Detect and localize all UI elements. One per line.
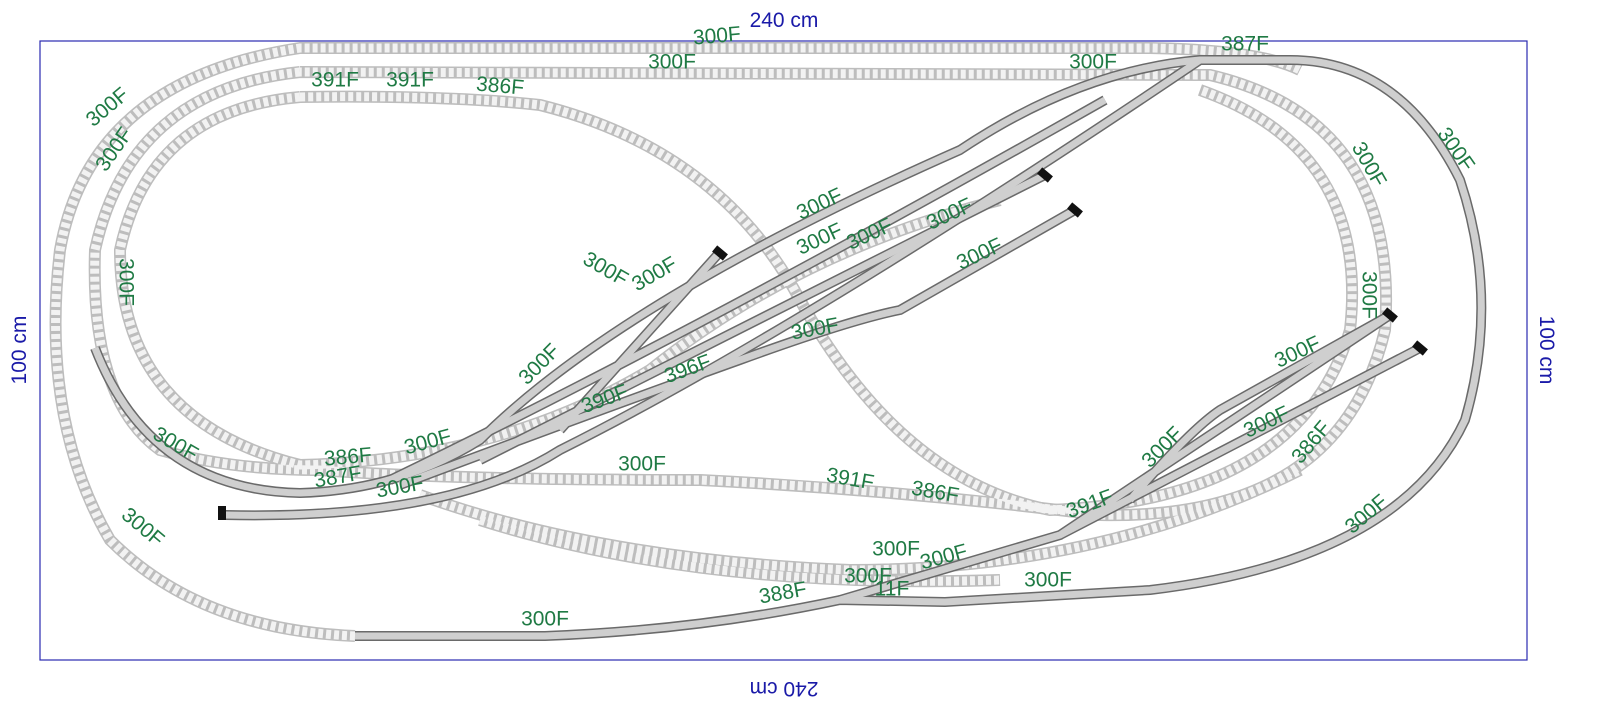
track-label: 300F <box>628 252 681 296</box>
track-label: 11F <box>875 578 910 601</box>
track-label: 391F <box>311 69 359 92</box>
track-label: 300F <box>579 247 632 291</box>
track-label: 300F <box>117 503 168 551</box>
track-label: 391F <box>386 69 434 92</box>
track-label: 386F <box>323 444 373 471</box>
track-label: 300F <box>872 538 920 561</box>
track-label: 300F <box>648 51 696 74</box>
track-label: 386F <box>910 477 961 508</box>
lower-level-tracks <box>49 42 1392 642</box>
track-label: 300F <box>114 258 137 306</box>
dimension-top: 240 cm <box>750 9 819 32</box>
track-label: 300F <box>844 565 892 588</box>
track-label: 300F <box>521 608 569 631</box>
track-label: 300F <box>1024 569 1072 592</box>
track-label: 300F <box>1357 271 1380 319</box>
buffer-stops <box>218 167 1428 520</box>
track-label: 300F <box>618 453 666 476</box>
track-label: 300F <box>1069 51 1117 74</box>
dimension-left: 100 cm <box>8 316 31 385</box>
track-label: 300F <box>692 23 742 50</box>
dimension-bottom: 240 cm <box>750 677 819 700</box>
track-label: 386F <box>475 73 525 100</box>
dimension-right: 100 cm <box>1535 316 1558 385</box>
board-outline <box>39 40 1528 661</box>
upper-level-tracks <box>90 55 1487 641</box>
track-label: 387F <box>1221 33 1269 56</box>
